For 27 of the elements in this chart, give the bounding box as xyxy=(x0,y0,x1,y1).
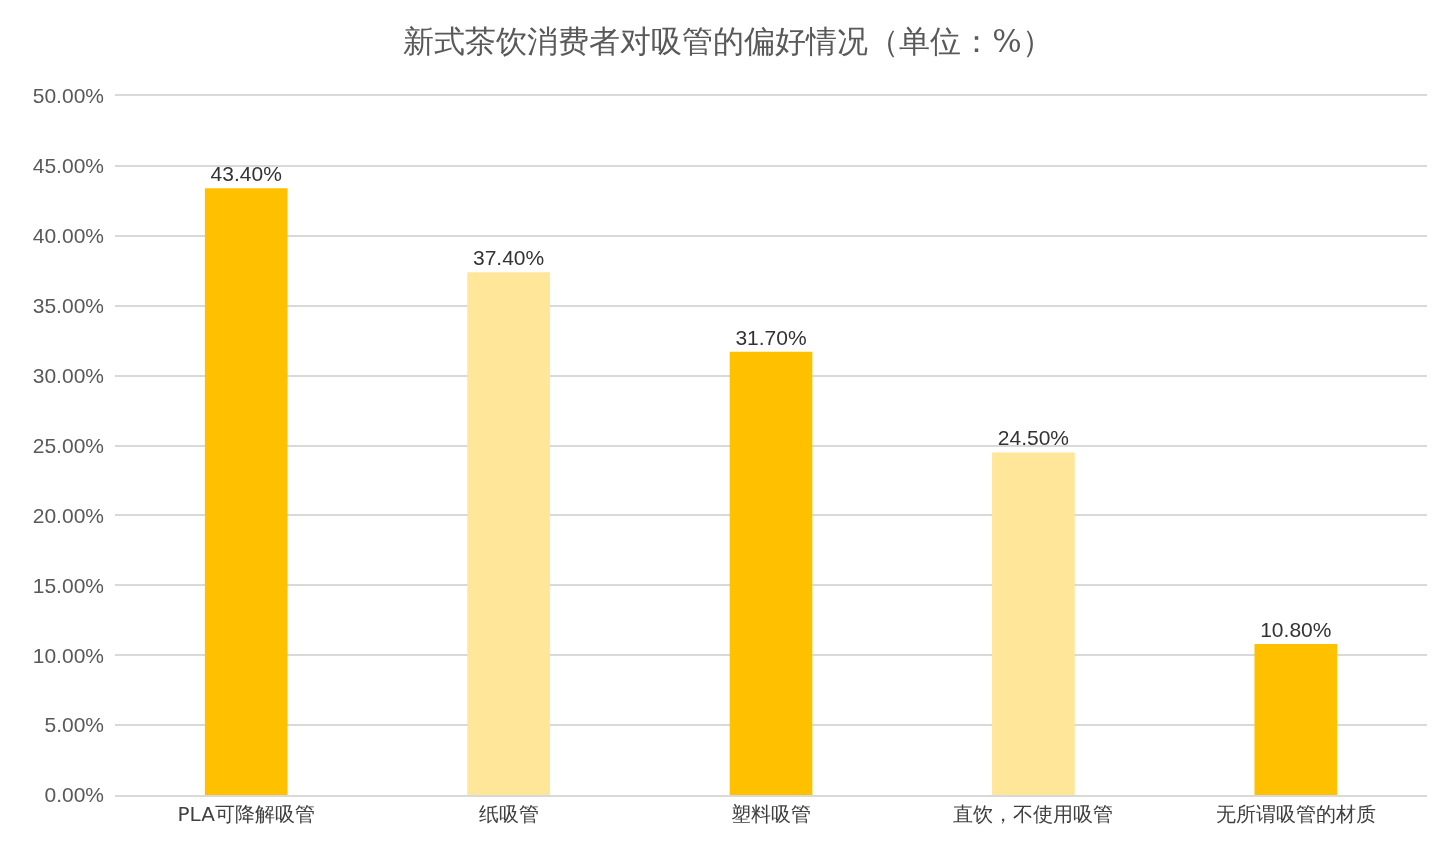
bar xyxy=(729,351,813,795)
y-tick-label: 20.00% xyxy=(32,503,104,527)
y-tick-label: 35.00% xyxy=(32,294,104,318)
x-tick-label: 纸吸管 xyxy=(478,801,539,826)
x-tick-label: PLA可降解吸管 xyxy=(177,801,315,826)
x-tick-label: 直饮，不使用吸管 xyxy=(953,801,1114,826)
y-tick-label: 50.00% xyxy=(32,84,104,108)
data-label: 24.50% xyxy=(997,426,1070,450)
y-tick-label: 10.00% xyxy=(32,643,104,667)
y-tick-label: 45.00% xyxy=(32,154,104,178)
y-tick-label: 40.00% xyxy=(32,224,104,248)
bar xyxy=(992,452,1075,795)
x-tick-label: 无所谓吸管的材质 xyxy=(1215,801,1376,826)
data-label: 31.70% xyxy=(735,325,807,349)
chart-title: 新式茶饮消费者对吸管的偏好情况（单位：%） xyxy=(403,22,1053,59)
data-label: 37.40% xyxy=(472,246,545,270)
bar xyxy=(467,272,550,795)
bar xyxy=(1254,644,1338,795)
bar xyxy=(204,188,288,795)
data-label: 43.40% xyxy=(210,162,282,186)
data-label: 10.80% xyxy=(1260,618,1332,642)
x-tick-label: 塑料吸管 xyxy=(731,801,811,826)
y-tick-label: 0.00% xyxy=(44,783,104,807)
y-tick-label: 5.00% xyxy=(44,713,104,737)
y-tick-label: 30.00% xyxy=(32,363,104,387)
y-tick-label: 25.00% xyxy=(32,433,104,457)
y-tick-label: 15.00% xyxy=(32,573,104,597)
